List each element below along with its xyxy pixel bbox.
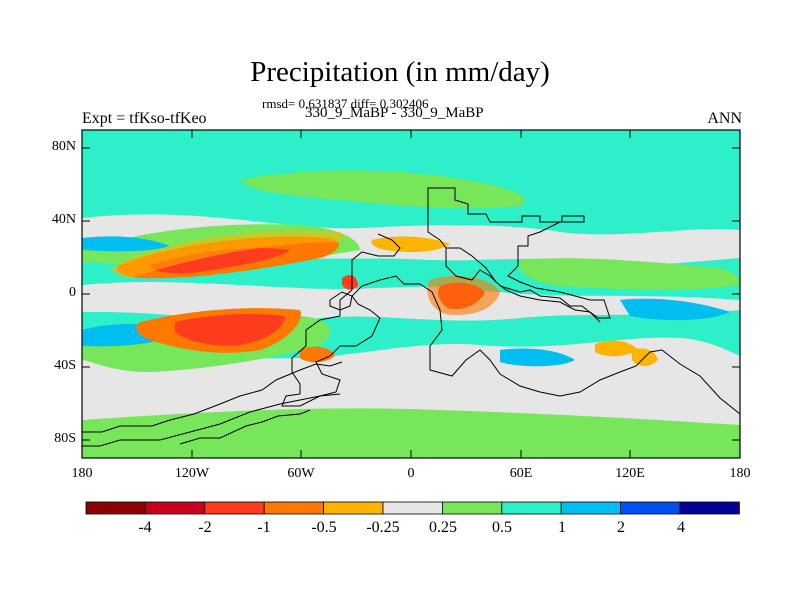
coastlines [82, 187, 740, 447]
colorbar-label: -0.25 [366, 519, 400, 536]
orange-atlantic [371, 236, 450, 252]
lat-label-80s: 80S [54, 431, 76, 446]
lat-label-80n: 80N [51, 139, 76, 154]
colorbar-swatch [144, 501, 206, 515]
outline-atlantic-islands [329, 291, 353, 311]
right-label: ANN [707, 110, 742, 127]
precip-field [82, 130, 740, 458]
lon-label-0: 0 [407, 466, 415, 481]
lat-label-0: 0 [69, 285, 76, 300]
colorbar-label: -2 [198, 519, 212, 536]
left-label: Expt = tfKso-tfKeo [82, 110, 207, 127]
red-north-pacific [150, 248, 290, 274]
colorbar-swatch [323, 501, 384, 515]
stats-label: rmsd= 0.631837 diff= 0.302406 [262, 96, 429, 111]
lon-label-60w: 60W [287, 466, 315, 481]
orange-indian [595, 340, 638, 357]
lon-label-120e: 120E [615, 466, 645, 481]
lon-label-120w: 120W [174, 466, 210, 481]
blue-east-pacific [620, 298, 730, 321]
colorbar-label: 0.25 [429, 519, 457, 536]
lat-label-40n: 40N [51, 212, 76, 227]
colorbar-swatch [441, 501, 503, 515]
outline-americas [281, 233, 740, 415]
colorbar-swatch [501, 501, 562, 515]
lon-label-60e: 60E [509, 466, 533, 481]
colorbar-swatch [560, 501, 622, 515]
red-central-america [342, 275, 358, 290]
blue-south-east [500, 348, 575, 367]
colorbar-swatch [620, 501, 681, 515]
yellow-north-pacific [111, 230, 344, 278]
colorbar-label: 0.5 [492, 519, 512, 536]
colorbar-label: 4 [677, 519, 685, 536]
outline-antarctic-lower [82, 393, 341, 447]
green-southern-ocean [82, 408, 740, 458]
red-south-pacific [175, 314, 285, 346]
colorbar-label: -4 [138, 519, 152, 536]
outline-antarctic-stair [82, 361, 343, 433]
axis-ticks [81, 130, 741, 458]
orange-south-atlantic [300, 346, 335, 363]
colorbar-swatch [382, 501, 443, 515]
colorbar-swatch [679, 501, 740, 515]
outline-antarctic-tail [179, 409, 311, 445]
green-arctic-band [240, 170, 526, 209]
colorbar-swatch [204, 501, 265, 515]
lat-label-40s: 40S [54, 358, 76, 373]
colorbar-swatch [263, 501, 325, 515]
outline-europe-inner [445, 248, 497, 283]
green-east [519, 258, 740, 290]
blue-north-pacific [82, 236, 170, 252]
lon-label-180w: 180 [71, 466, 93, 481]
colorbar-label: -0.5 [311, 519, 337, 536]
outline-east-indies [499, 285, 601, 323]
colorbar-swatch [85, 501, 146, 515]
orange-africa [427, 276, 500, 316]
center-label: 330_9_MaBP - 330_9_MaBP [305, 105, 484, 121]
colorbar [85, 501, 740, 515]
map-title: Precipitation (in mm/day) [250, 56, 550, 88]
colorbar-label: 1 [558, 519, 566, 536]
colorbar-label: -1 [257, 519, 271, 536]
lon-label-180e: 180 [729, 466, 751, 481]
colorbar-label: 2 [617, 519, 625, 536]
